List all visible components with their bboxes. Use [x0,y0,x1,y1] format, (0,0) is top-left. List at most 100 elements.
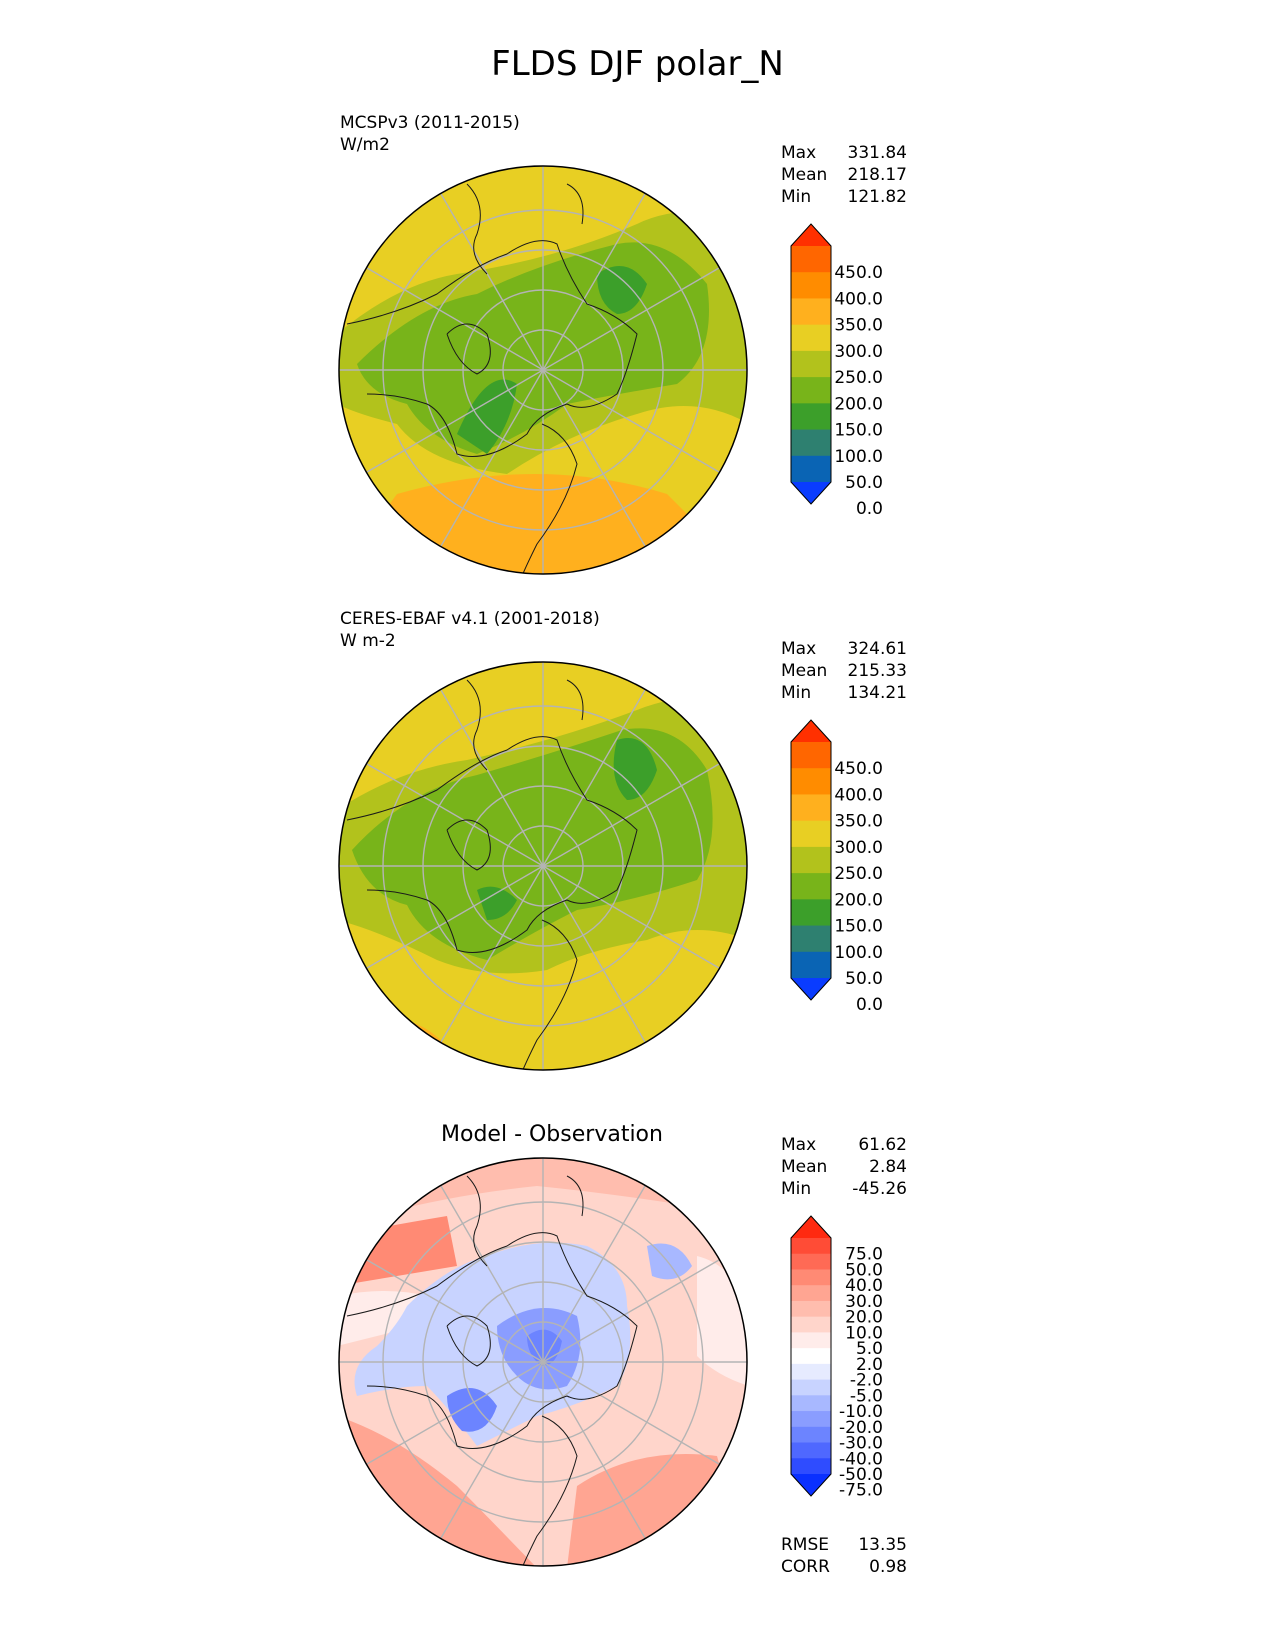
panel2-stat-max: Max 324.61 [781,638,907,660]
stat-value: 134.21 [847,683,907,703]
colorbar-band [791,873,831,900]
panel2-header: CERES-EBAF v4.1 (2001-2018) W m-2 [340,608,600,652]
panel3-stat-max: Max 61.62 [781,1134,907,1156]
stat-label: Max [781,143,817,163]
colorbar-band [791,1348,831,1365]
colorbar-tick-label: -40.0 [839,1449,883,1469]
metric-label: RMSE [781,1535,830,1555]
panel2-stat-mean: Mean 215.33 [781,660,907,682]
colorbar-band [791,246,831,273]
colorbar-tick-label: 150.0 [834,421,883,441]
panel3-metric-rmse: RMSE 13.35 [781,1534,907,1556]
colorbar-tick-label: 450.0 [834,759,883,779]
colorbar-band [791,899,831,927]
colorbar-tick-label: -75.0 [839,1481,883,1501]
colorbar-extend-top [791,1216,831,1238]
panel3-stat-mean: Mean 2.84 [781,1156,907,1178]
colorbar-outline [790,719,832,1001]
colorbar-tick-label: 10.0 [845,1323,883,1343]
panel2-polar-map [337,660,749,1072]
colorbar-tick-label: 0.0 [856,995,883,1015]
panel2-stats: Max 324.61 Mean 215.33 Min 134.21 [781,638,907,704]
colorbar-tick-label: 150.0 [834,917,883,937]
stat-label: Mean [781,661,828,681]
colorbar-band [791,455,831,483]
colorbar-tick-label: 5.0 [856,1339,883,1359]
colorbar-tick-label: 20.0 [845,1308,883,1328]
stat-label: Min [781,683,812,703]
colorbar-tick-label: 200.0 [834,890,883,910]
colorbar-outline [790,223,832,505]
colorbar-band [791,1426,831,1444]
stat-value: 2.84 [869,1157,907,1177]
colorbar-tick-label: 350.0 [834,812,883,832]
colorbar-tick-label: 30.0 [845,1292,883,1312]
stat-label: Mean [781,165,828,185]
stat-value: 324.61 [847,639,907,659]
colorbar-tick-label: 50.0 [845,969,883,989]
panel1-polar-map [337,164,749,576]
colorbar-extend-top [791,720,831,742]
colorbar-band [791,1300,831,1318]
colorbar-tick-label: 350.0 [834,316,883,336]
panel3-coastlines [346,1175,638,1566]
stat-label: Max [781,639,817,659]
panel1-stats: Max 331.84 Mean 218.17 Min 121.82 [781,142,907,208]
colorbar-tick-label: 200.0 [834,394,883,414]
panel2-graticule [339,662,747,1070]
colorbar-tick-label: 250.0 [834,368,883,388]
colorbar-tick-label: 0.0 [856,499,883,519]
colorbar-tick-label: 400.0 [834,289,883,309]
panel1-coastlines [346,183,638,574]
colorbar-tick-label: 300.0 [834,838,883,858]
metric-label: CORR [781,1557,830,1577]
panel1-colorbar: 450.0 400.0 350.0 300.0 250.0 200.0 150.0 100.0… [790,223,911,519]
panel2-stat-min: Min 134.21 [781,682,907,704]
colorbar-tick-label: -2.0 [850,1371,883,1391]
colorbar-tick-label: 75.0 [845,1245,883,1265]
panel1-units: W/m2 [340,135,390,155]
colorbar-band [791,298,831,326]
panel2-units: W m-2 [340,631,396,651]
colorbar-band [791,794,831,822]
panel3-colorbar: 75.0 50.0 40.0 30.0 20.0 10.0 5.0 2.0 -2.0 -5.0 -1… [790,1215,911,1506]
panel3-graticule [339,1158,747,1566]
colorbar-tick-label: 50.0 [845,1260,883,1280]
stat-value: 218.17 [847,165,907,185]
colorbar-outline [790,1215,832,1497]
stat-label: Mean [781,1157,828,1177]
colorbar-tick-label: 2.0 [856,1355,883,1375]
colorbar-extend-bottom [791,978,831,1000]
stat-label: Max [781,1135,817,1155]
stat-value: -45.26 [852,1179,907,1199]
metric-value: 0.98 [869,1557,907,1577]
colorbar-band [791,1395,831,1412]
colorbar-band [791,846,831,874]
colorbar-band [791,1363,831,1381]
panel3-stat-min: Min -45.26 [781,1178,907,1200]
colorbar-tick-label: 300.0 [834,342,883,362]
panel3-title: Model - Observation [441,1122,663,1147]
colorbar-tick-label: 100.0 [834,943,883,963]
colorbar-band [791,951,831,979]
colorbar-band [791,1269,831,1286]
stat-value: 331.84 [847,143,907,163]
panel2-dataset-name: CERES-EBAF v4.1 (2001-2018) [340,609,600,629]
colorbar-band [791,350,831,378]
colorbar-band [791,1442,831,1459]
panel3-metrics: RMSE 13.35 CORR 0.98 [781,1534,907,1578]
panel3-polar-map [337,1156,749,1568]
panel2-colorbar: 450.0 400.0 350.0 300.0 250.0 200.0 150.0 100.0… [790,719,911,1015]
colorbar-band [791,403,831,431]
stat-value: 61.62 [858,1135,907,1155]
panel1-graticule [339,166,747,574]
colorbar-band [791,925,831,953]
colorbar-band [791,324,831,352]
panel1-stat-min: Min 121.82 [781,186,907,208]
colorbar-extend-bottom [791,482,831,504]
colorbar-tick-label: 100.0 [834,447,883,467]
colorbar-band [791,1238,831,1255]
colorbar-tick-label: 450.0 [834,263,883,283]
colorbar-tick-label: -20.0 [839,1418,883,1438]
colorbar-band [791,1253,831,1270]
